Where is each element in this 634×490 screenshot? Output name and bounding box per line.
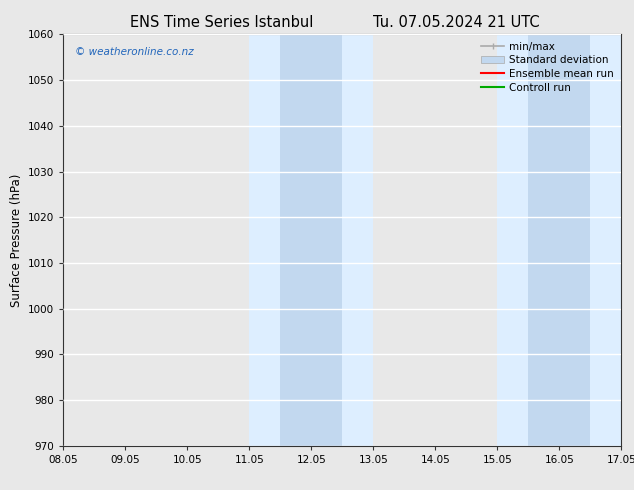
Y-axis label: Surface Pressure (hPa): Surface Pressure (hPa) [10, 173, 23, 307]
Bar [249, 34, 373, 446]
Bar [497, 34, 621, 446]
Text: © weatheronline.co.nz: © weatheronline.co.nz [75, 47, 193, 57]
Legend: min/max, Standard deviation, Ensemble mean run, Controll run: min/max, Standard deviation, Ensemble me… [477, 37, 618, 97]
Text: ENS Time Series Istanbul: ENS Time Series Istanbul [130, 15, 314, 30]
Bar [528, 34, 590, 446]
Text: Tu. 07.05.2024 21 UTC: Tu. 07.05.2024 21 UTC [373, 15, 540, 30]
Bar [280, 34, 342, 446]
